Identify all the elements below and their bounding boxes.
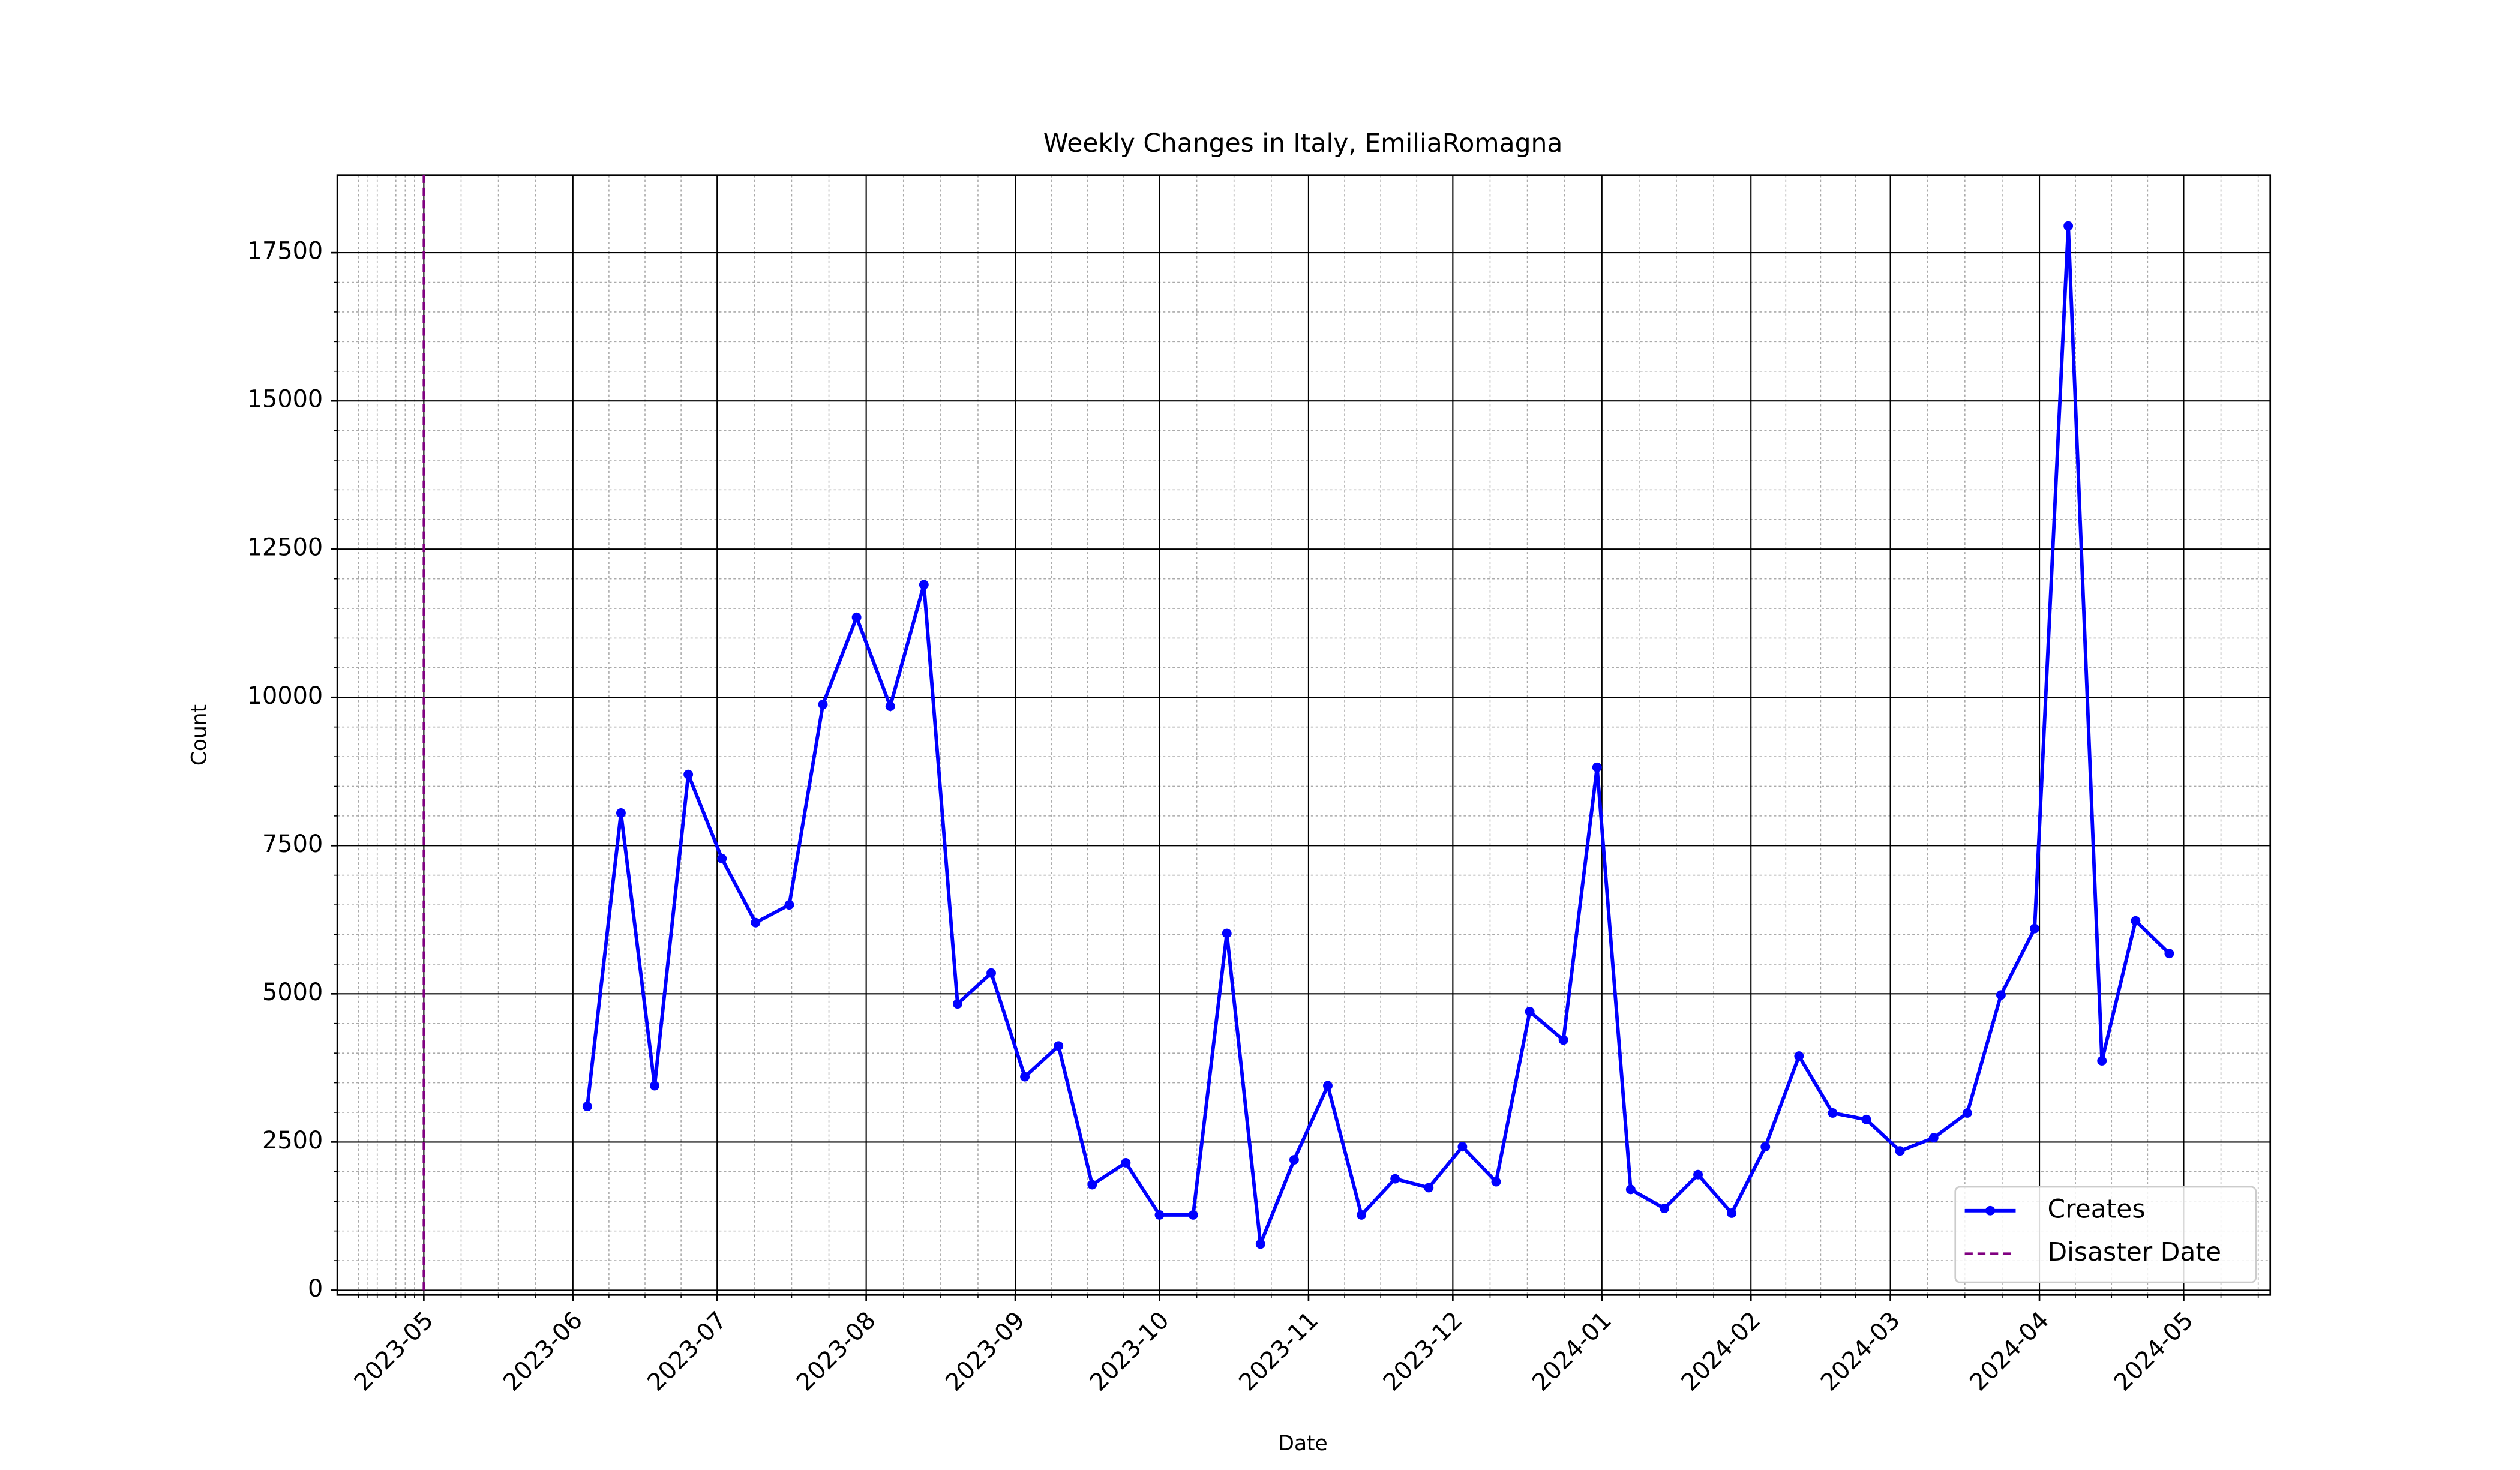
x-tick-label: 2023-12 xyxy=(1378,1306,1468,1396)
x-tick-label: 2023-06 xyxy=(498,1306,588,1396)
chart-title: Weekly Changes in Italy, EmiliaRomagna xyxy=(1043,129,1563,158)
data-point xyxy=(2097,1056,2107,1066)
data-point xyxy=(2030,923,2039,934)
data-point xyxy=(1625,1184,1636,1195)
legend-marker xyxy=(1985,1205,1995,1216)
data-point xyxy=(952,999,962,1009)
y-axis-label: Count xyxy=(188,704,212,766)
x-tick-label: 2024-04 xyxy=(1964,1306,2054,1396)
data-point xyxy=(1121,1158,1131,1168)
x-tick-label: 2023-10 xyxy=(1085,1306,1175,1396)
data-point xyxy=(1424,1183,1434,1193)
x-tick-label: 2023-11 xyxy=(1234,1306,1324,1396)
y-tick-label: 12500 xyxy=(247,534,323,562)
y-tick-label: 17500 xyxy=(247,238,323,265)
data-point xyxy=(986,968,996,978)
data-point xyxy=(1357,1210,1367,1220)
y-tick-label: 5000 xyxy=(262,979,323,1006)
y-tick-label: 15000 xyxy=(247,386,323,413)
data-point xyxy=(582,1102,592,1112)
data-point xyxy=(1323,1081,1333,1091)
data-point xyxy=(919,580,929,590)
data-point xyxy=(1592,762,1602,772)
series-line xyxy=(585,226,2171,1245)
data-point xyxy=(1020,1072,1030,1082)
data-point xyxy=(1457,1142,1468,1152)
data-point xyxy=(1188,1210,1198,1220)
y-tick-label: 7500 xyxy=(262,830,323,858)
x-tick-label: 2024-03 xyxy=(1816,1306,1906,1396)
y-tick-label: 2500 xyxy=(262,1127,323,1154)
data-point xyxy=(1087,1180,1097,1190)
x-tick-label: 2024-05 xyxy=(2109,1306,2199,1396)
y-tick-label: 0 xyxy=(308,1275,323,1303)
data-point xyxy=(1289,1155,1299,1165)
y-tick-label: 10000 xyxy=(247,682,323,710)
data-point xyxy=(1660,1204,1669,1214)
data-point xyxy=(2063,221,2074,231)
data-point xyxy=(751,917,761,928)
data-point xyxy=(1727,1208,1737,1218)
data-point xyxy=(1255,1239,1265,1249)
data-point xyxy=(1693,1169,1703,1180)
data-point xyxy=(1222,928,1232,938)
data-point xyxy=(717,854,727,863)
data-point xyxy=(1962,1108,1972,1118)
data-point xyxy=(1525,1007,1535,1016)
data-point xyxy=(2131,916,2141,926)
data-point xyxy=(1928,1133,1939,1143)
data-point xyxy=(1154,1210,1165,1220)
legend-box xyxy=(1954,1186,2257,1283)
data-point xyxy=(650,1081,659,1091)
data-point xyxy=(1054,1041,1064,1051)
data-point xyxy=(885,701,895,712)
data-point xyxy=(818,700,828,710)
data-point xyxy=(851,612,862,622)
data-point xyxy=(1558,1035,1568,1045)
data-point xyxy=(784,900,794,910)
data-point xyxy=(2164,949,2174,959)
data-point xyxy=(616,808,626,818)
data-point xyxy=(683,769,694,779)
data-point xyxy=(1491,1177,1501,1187)
data-point xyxy=(1996,990,2006,1000)
legend-label: Disaster Date xyxy=(2048,1238,2222,1267)
x-tick-label: 2024-02 xyxy=(1676,1306,1766,1396)
x-tick-label: 2024-01 xyxy=(1527,1306,1617,1396)
plot-frame xyxy=(336,174,2272,1296)
x-axis-label: Date xyxy=(1278,1432,1327,1456)
x-tick-label: 2023-07 xyxy=(642,1306,732,1396)
x-tick-label: 2023-05 xyxy=(349,1306,439,1396)
x-tick-label: 2023-09 xyxy=(940,1306,1030,1396)
x-tick-label: 2023-08 xyxy=(791,1306,881,1396)
data-point xyxy=(1861,1114,1871,1124)
data-point xyxy=(1794,1051,1804,1061)
data-point xyxy=(1828,1108,1838,1118)
legend-label: Creates xyxy=(2048,1195,2146,1224)
data-point xyxy=(1895,1146,1905,1156)
data-point xyxy=(1760,1142,1771,1152)
data-point xyxy=(1390,1174,1400,1184)
